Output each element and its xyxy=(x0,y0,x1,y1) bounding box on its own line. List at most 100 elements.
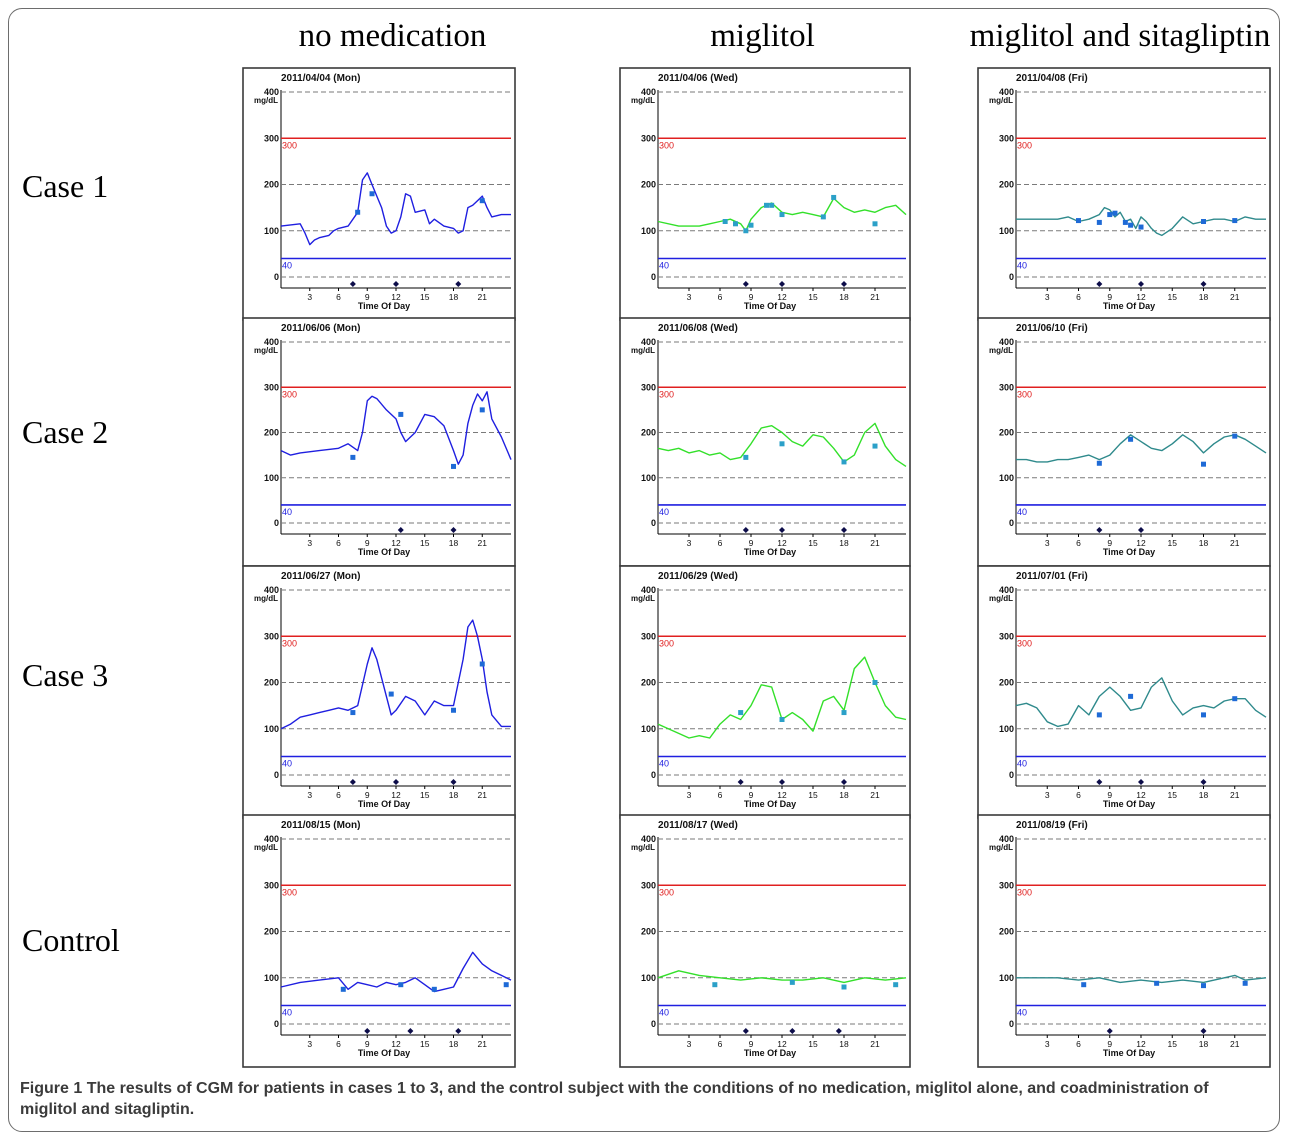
calibration-point xyxy=(1138,224,1144,230)
calibration-point xyxy=(779,212,785,218)
x-tick-label: 21 xyxy=(478,790,488,800)
chart-date-title: 2011/07/01 (Fri) xyxy=(1016,571,1088,582)
calibration-point xyxy=(872,443,878,449)
y-tick-label: 200 xyxy=(641,678,656,688)
x-axis-label: Time Of Day xyxy=(744,301,796,311)
y-tick-label: 200 xyxy=(264,678,279,688)
x-tick-label: 18 xyxy=(1199,538,1209,548)
calibration-point xyxy=(398,982,404,988)
x-tick-label: 18 xyxy=(1199,1039,1209,1049)
calibration-point xyxy=(893,982,899,988)
y-tick-label: 0 xyxy=(1009,272,1014,282)
x-tick-label: 9 xyxy=(1107,538,1112,548)
calibration-point xyxy=(1201,219,1206,224)
calibration-point xyxy=(1076,218,1081,224)
meal-marker xyxy=(789,1028,796,1034)
meal-marker xyxy=(1200,779,1207,785)
y-tick-label: 0 xyxy=(1009,1019,1014,1029)
chart-border xyxy=(619,565,911,819)
y-tick-label: 0 xyxy=(651,1019,656,1029)
x-tick-label: 6 xyxy=(1076,538,1081,548)
glucose-series-line xyxy=(280,172,511,246)
low-threshold-label: 40 xyxy=(282,261,292,271)
meal-marker xyxy=(1106,1028,1113,1034)
meal-marker xyxy=(393,779,399,785)
meal-marker xyxy=(1096,527,1103,533)
y-tick-label: 100 xyxy=(641,973,656,983)
x-tick-label: 3 xyxy=(307,1039,312,1049)
y-tick-label: 200 xyxy=(999,180,1014,190)
x-tick-label: 21 xyxy=(870,1039,880,1049)
caption-label: Figure 1 xyxy=(20,1080,83,1097)
chart-border xyxy=(977,814,1271,1068)
x-tick-label: 3 xyxy=(307,538,312,548)
chart-border xyxy=(242,565,516,819)
x-axis-label: Time Of Day xyxy=(744,1048,796,1058)
x-axis-label: Time Of Day xyxy=(744,799,796,809)
calibration-point xyxy=(479,407,485,413)
y-axis-unit-label: mg/dL xyxy=(989,843,1013,852)
meal-marker xyxy=(1096,779,1103,785)
meal-marker xyxy=(1200,1028,1207,1034)
y-tick-label: 300 xyxy=(641,133,656,143)
calibration-point xyxy=(841,710,847,716)
calibration-point xyxy=(350,710,356,716)
y-tick-label: 0 xyxy=(1009,518,1014,528)
y-tick-label: 200 xyxy=(641,428,656,438)
y-tick-label: 0 xyxy=(274,518,279,528)
meal-marker xyxy=(835,1028,842,1034)
meal-marker xyxy=(397,527,404,533)
y-tick-label: 200 xyxy=(641,180,656,190)
x-tick-label: 3 xyxy=(687,292,692,302)
calibration-point xyxy=(722,219,728,224)
chart-border xyxy=(619,67,911,321)
y-tick-label: 400 xyxy=(641,337,656,347)
meal-marker xyxy=(742,527,749,533)
y-tick-label: 100 xyxy=(999,473,1014,483)
low-threshold-label: 40 xyxy=(659,507,669,517)
x-tick-label: 18 xyxy=(1199,292,1209,302)
x-tick-label: 21 xyxy=(1230,790,1240,800)
calibration-point xyxy=(1096,460,1102,466)
x-tick-label: 9 xyxy=(365,292,370,302)
x-tick-label: 21 xyxy=(870,538,880,548)
x-axis-label: Time Of Day xyxy=(1103,301,1155,311)
x-tick-label: 18 xyxy=(839,538,849,548)
x-tick-label: 6 xyxy=(718,790,723,800)
meal-marker xyxy=(841,527,847,533)
x-axis-label: Time Of Day xyxy=(358,301,410,311)
x-tick-label: 12 xyxy=(391,790,401,800)
x-tick-label: 3 xyxy=(687,1039,692,1049)
x-tick-label: 9 xyxy=(749,292,754,302)
y-axis-unit-label: mg/dL xyxy=(989,96,1013,105)
x-tick-label: 3 xyxy=(1045,1039,1050,1049)
meal-marker xyxy=(349,281,356,287)
y-tick-label: 200 xyxy=(999,927,1014,937)
y-axis-unit-label: mg/dL xyxy=(631,96,655,105)
low-threshold-label: 40 xyxy=(282,759,292,769)
y-tick-label: 200 xyxy=(264,927,279,937)
y-tick-label: 100 xyxy=(264,226,279,236)
y-tick-label: 300 xyxy=(999,880,1014,890)
calibration-point xyxy=(1201,461,1206,467)
y-tick-label: 100 xyxy=(264,973,279,983)
x-tick-label: 15 xyxy=(420,1039,430,1049)
x-axis-label: Time Of Day xyxy=(744,547,796,557)
meal-marker xyxy=(393,281,399,287)
meal-marker xyxy=(455,281,462,287)
meal-marker xyxy=(1138,779,1144,785)
calibration-point xyxy=(431,986,437,992)
calibration-point xyxy=(743,228,749,234)
x-tick-label: 15 xyxy=(1168,1039,1178,1049)
x-tick-label: 21 xyxy=(1230,1039,1240,1049)
low-threshold-label: 40 xyxy=(282,1008,292,1018)
low-threshold-label: 40 xyxy=(659,261,669,271)
y-tick-label: 300 xyxy=(264,382,279,392)
calibration-point xyxy=(479,198,485,204)
x-tick-label: 15 xyxy=(808,790,818,800)
high-threshold-label: 300 xyxy=(1017,389,1032,399)
meal-marker xyxy=(779,527,785,533)
x-axis-label: Time Of Day xyxy=(1103,799,1155,809)
